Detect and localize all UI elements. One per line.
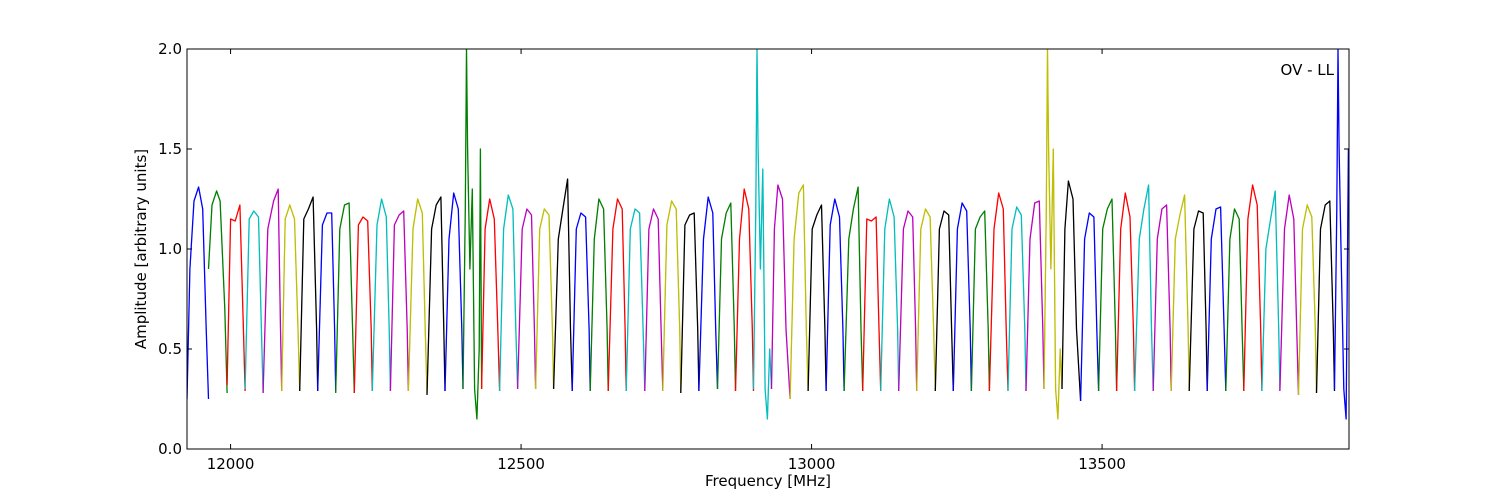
series-line-62 [1297, 204, 1318, 396]
y-tick-label: 0.0 [158, 440, 182, 458]
series-line-14 [426, 196, 446, 396]
y-axis-label: Amplitude [arbitrary units] [132, 149, 150, 349]
series-line-53 [1133, 184, 1154, 392]
x-tick-label: 13000 [788, 455, 836, 473]
series-line-39 [880, 198, 900, 392]
series-line-26 [644, 208, 664, 392]
x-tick-label: 12000 [207, 455, 255, 473]
series-line-22 [571, 212, 591, 392]
series-line-61 [1279, 194, 1300, 396]
series-line-9 [335, 202, 355, 394]
chart-annotation: OV - LL [1281, 61, 1335, 79]
series-line-21 [552, 178, 573, 392]
series-line-7 [299, 196, 319, 392]
series-line-32 [752, 49, 773, 420]
series-line-19 [516, 208, 537, 390]
series-line-40 [898, 210, 918, 392]
series-line-58 [1225, 208, 1245, 392]
x-tick-label: 13500 [1078, 455, 1126, 473]
series-line-27 [662, 200, 682, 394]
series-line-57 [1206, 206, 1227, 392]
series-line-16 [462, 49, 483, 420]
series-line-8 [317, 212, 337, 392]
series-line-52 [1115, 192, 1136, 392]
series-line-18 [498, 194, 519, 392]
series-line-63 [1315, 200, 1336, 394]
series-line-29 [698, 196, 719, 392]
series-line-23 [589, 198, 609, 392]
x-tick-label: 12500 [497, 455, 545, 473]
series-line-24 [607, 198, 627, 392]
series-line-20 [534, 208, 555, 390]
series-line-38 [862, 216, 882, 392]
x-axis-label: Frequency [MHz] [705, 472, 831, 490]
series-line-47 [1025, 200, 1045, 392]
series-line-6 [281, 204, 301, 392]
x-axis-ticks: 12000 12500 13000 13500 [207, 49, 1126, 473]
y-axis-ticks: 0.0 0.5 1.0 1.5 2.0 [158, 40, 1349, 458]
series-line-46 [1007, 206, 1027, 392]
series-line-4 [244, 210, 264, 394]
series-line-51 [1097, 198, 1118, 392]
series-line-35 [807, 204, 827, 392]
series-line-10 [353, 216, 373, 394]
series-line-2 [207, 190, 228, 394]
series-line-30 [716, 202, 737, 392]
series-line-55 [1170, 194, 1190, 392]
series-line-15 [444, 192, 464, 392]
series-line-28 [680, 212, 700, 394]
series-line-43 [952, 202, 973, 392]
series-line-33 [770, 184, 791, 400]
series-line-48 [1043, 49, 1063, 420]
series-line-49 [1061, 180, 1082, 402]
y-tick-label: 0.5 [158, 340, 182, 358]
y-tick-label: 2.0 [158, 40, 182, 58]
series-layer [187, 49, 1349, 420]
series-line-5 [262, 188, 283, 394]
series-line-41 [916, 208, 936, 392]
series-line-11 [371, 198, 392, 392]
series-line-64 [1333, 49, 1349, 420]
y-tick-label: 1.5 [158, 140, 182, 158]
series-line-31 [734, 188, 755, 392]
series-line-12 [389, 210, 410, 392]
series-line-13 [407, 198, 428, 394]
series-line-36 [825, 198, 845, 392]
series-line-54 [1152, 204, 1172, 392]
series-line-56 [1188, 210, 1208, 392]
series-line-50 [1079, 212, 1100, 402]
series-line-45 [988, 192, 1009, 392]
y-tick-label: 1.0 [158, 240, 182, 258]
series-line-42 [934, 210, 954, 392]
series-line-1 [187, 186, 210, 400]
series-line-44 [970, 210, 991, 392]
series-line-60 [1261, 190, 1281, 392]
series-line-3 [226, 204, 246, 392]
series-line-34 [789, 184, 809, 400]
series-line-17 [480, 198, 501, 392]
series-line-59 [1243, 184, 1263, 392]
series-line-37 [843, 186, 864, 392]
series-line-25 [625, 208, 646, 392]
